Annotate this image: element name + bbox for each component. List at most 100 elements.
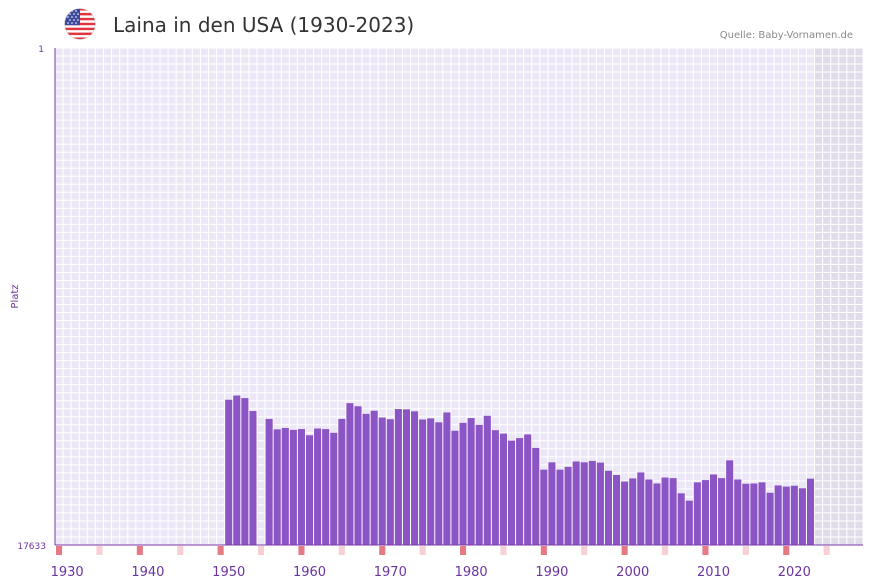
bar-1993 xyxy=(572,461,580,545)
source-credit: Quelle: Baby-Vornamen.de xyxy=(719,30,853,41)
bar-2018 xyxy=(774,485,782,545)
bar-1987 xyxy=(524,434,532,545)
bar-1997 xyxy=(604,470,613,545)
bar-2011 xyxy=(718,478,726,545)
bar-1972 xyxy=(402,409,411,545)
plot-grid xyxy=(54,47,864,546)
x-tick-label-1990: 1990 xyxy=(535,565,568,580)
bar-1975 xyxy=(427,418,435,545)
half-decade-marker-1984 xyxy=(500,546,507,555)
chart-title: Laina in den USA (1930-2023) xyxy=(113,13,415,37)
bar-1979 xyxy=(459,422,467,545)
bar-1994 xyxy=(580,462,588,545)
bar-2021 xyxy=(798,488,806,545)
bar-2001 xyxy=(637,472,645,545)
bar-2002 xyxy=(645,479,653,545)
bar-2009 xyxy=(701,480,709,545)
bar-1978 xyxy=(451,430,459,545)
half-decade-marker-2014 xyxy=(742,546,749,555)
half-decade-marker-2004 xyxy=(662,546,669,555)
bar-2007 xyxy=(685,500,693,545)
bar-1974 xyxy=(419,419,427,545)
bar-2020 xyxy=(790,485,798,545)
bar-1990 xyxy=(548,462,556,545)
bar-1960 xyxy=(305,435,314,545)
usa-flag-icon xyxy=(64,8,96,40)
bar-1971 xyxy=(394,409,402,545)
half-decade-marker-2024 xyxy=(823,546,830,555)
decade-marker-1929 xyxy=(56,546,63,555)
bar-1965 xyxy=(346,403,354,545)
decade-marker-1979 xyxy=(460,546,467,555)
half-decade-marker-1994 xyxy=(581,546,588,555)
bar-2006 xyxy=(677,493,685,545)
bar-2014 xyxy=(742,483,750,545)
bar-series xyxy=(225,395,815,545)
bar-1964 xyxy=(338,418,346,545)
bar-1963 xyxy=(330,432,338,545)
bar-1991 xyxy=(556,469,564,545)
bar-1956 xyxy=(273,429,281,545)
bar-1988 xyxy=(532,447,540,545)
x-tick-label-2020: 2020 xyxy=(778,565,811,580)
bar-1984 xyxy=(499,433,507,545)
bar-2004 xyxy=(661,477,669,545)
decade-marker-2019 xyxy=(783,546,790,555)
x-tick-label-2010: 2010 xyxy=(697,565,730,580)
bar-1951 xyxy=(233,395,241,545)
bar-1996 xyxy=(596,462,604,545)
half-decade-marker-1954 xyxy=(258,546,265,555)
bar-2015 xyxy=(750,483,758,545)
bar-1970 xyxy=(386,419,394,545)
y-tick-label-top: 1 xyxy=(38,45,44,55)
half-decade-marker-1964 xyxy=(338,546,345,555)
y-axis-title: Platz xyxy=(10,284,21,308)
bar-1968 xyxy=(370,410,378,545)
bar-1953 xyxy=(249,411,257,545)
bar-2003 xyxy=(653,483,661,545)
bar-2019 xyxy=(782,486,790,545)
half-decade-marker-1944 xyxy=(177,546,184,555)
chart-header: Laina in den USA (1930-2023) Quelle: Bab… xyxy=(0,0,873,48)
tick-labels: 1 17633 Platz 1930 1940 1950 1960 1970 1980 1990 2… xyxy=(10,45,811,580)
x-tick-label-1950: 1950 xyxy=(212,565,245,580)
bar-1959 xyxy=(297,429,305,545)
bar-2022 xyxy=(806,478,815,545)
x-tick-label-1940: 1940 xyxy=(131,565,164,580)
decade-marker-1939 xyxy=(136,546,143,555)
bar-1983 xyxy=(491,430,499,545)
x-tick-label-1970: 1970 xyxy=(374,565,407,580)
bar-1985 xyxy=(507,440,516,545)
bar-1998 xyxy=(613,475,621,545)
decade-markers xyxy=(56,546,830,555)
bar-1967 xyxy=(362,413,370,545)
bar-2017 xyxy=(766,492,774,545)
decade-marker-1969 xyxy=(379,546,386,555)
bar-2012 xyxy=(726,460,734,545)
bar-1981 xyxy=(475,424,483,545)
y-tick-label-bottom: 17633 xyxy=(17,542,46,552)
bar-1957 xyxy=(281,427,289,545)
decade-marker-1959 xyxy=(298,546,305,555)
decade-marker-1949 xyxy=(217,546,224,555)
half-decade-marker-1934 xyxy=(96,546,103,555)
bar-1973 xyxy=(411,411,419,545)
x-tick-label-1930: 1930 xyxy=(51,565,84,580)
bar-2016 xyxy=(758,482,766,545)
bar-1999 xyxy=(621,481,629,545)
bar-1977 xyxy=(443,412,451,545)
bar-1950 xyxy=(225,399,233,545)
bar-2000 xyxy=(629,478,637,545)
bar-1982 xyxy=(483,415,491,545)
bar-1976 xyxy=(435,422,443,545)
axes xyxy=(54,48,863,546)
bar-2013 xyxy=(734,479,742,545)
bar-1986 xyxy=(516,438,524,545)
bar-1995 xyxy=(588,460,596,545)
x-tick-label-1980: 1980 xyxy=(455,565,488,580)
bar-1992 xyxy=(564,466,572,545)
bar-1966 xyxy=(354,406,362,545)
half-decade-marker-1974 xyxy=(419,546,426,555)
decade-marker-2009 xyxy=(702,546,709,555)
